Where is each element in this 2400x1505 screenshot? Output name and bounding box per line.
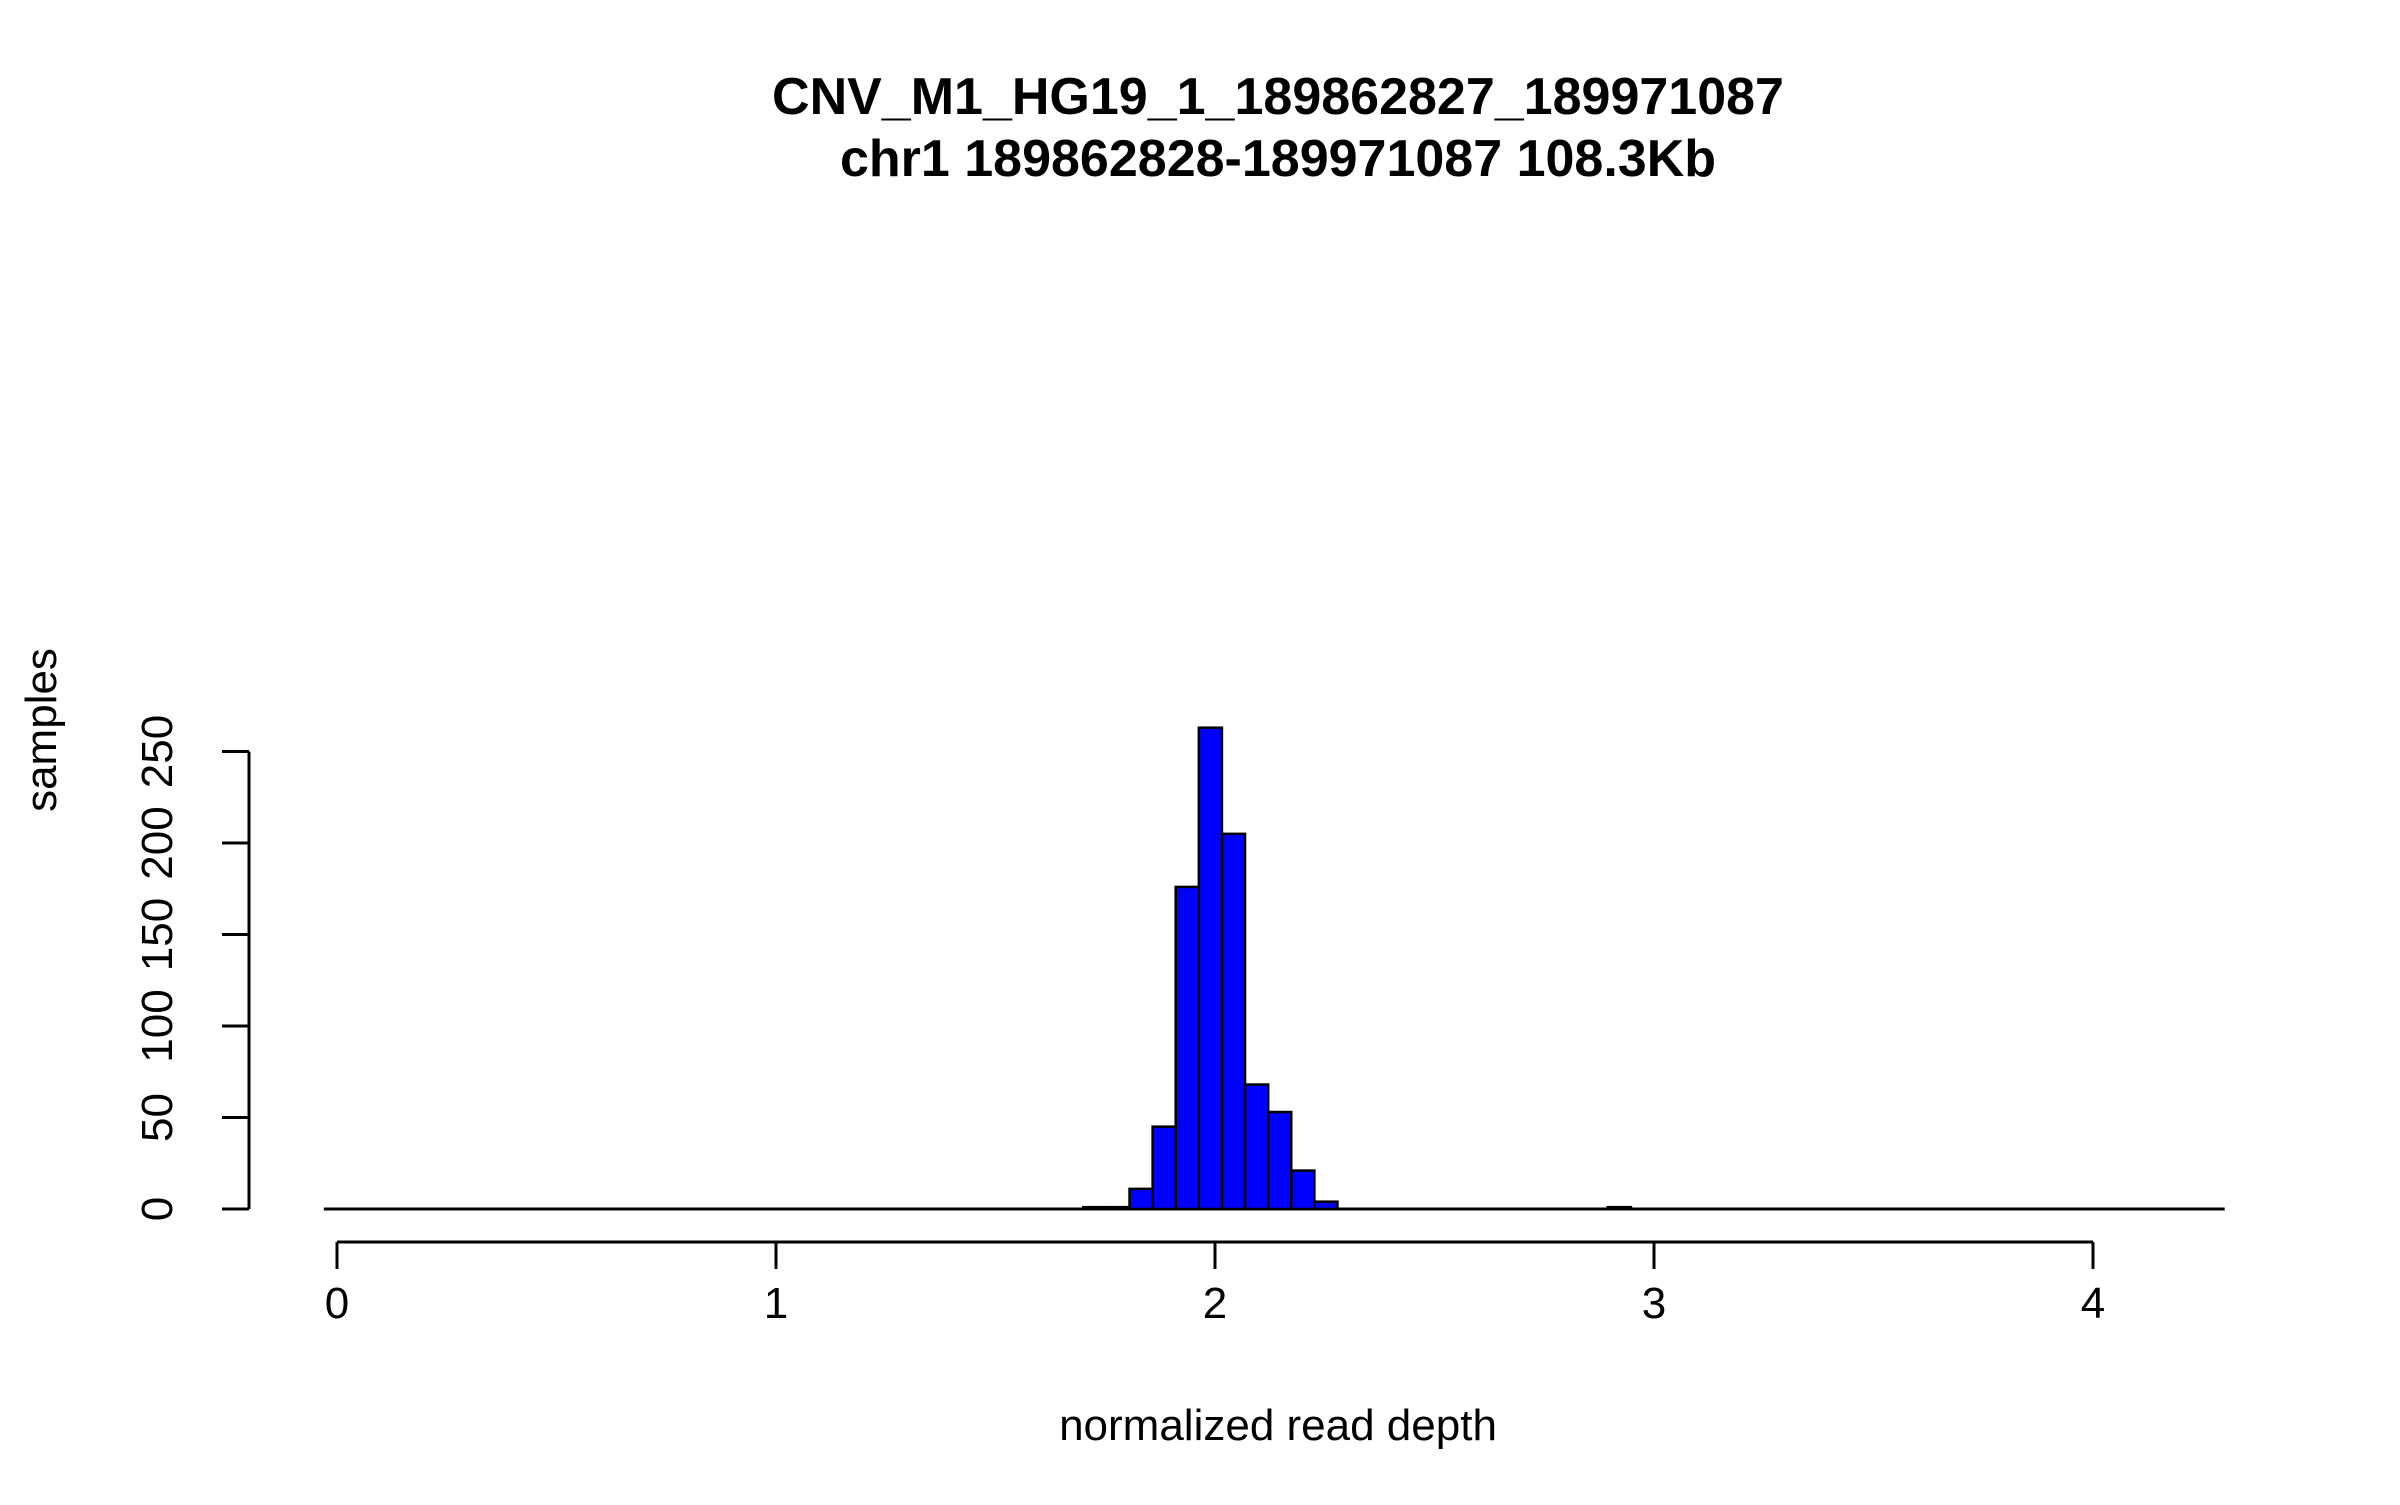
x-axis-label: normalized read depth xyxy=(1059,1401,1497,1450)
histogram-bar xyxy=(1266,1110,1293,1211)
histogram-bar xyxy=(1174,885,1201,1211)
x-tick-label: 2 xyxy=(1203,1279,1227,1328)
histogram-bar xyxy=(1082,1205,1108,1211)
histogram-bar xyxy=(1151,1125,1177,1211)
histogram-bar xyxy=(1243,1083,1270,1211)
x-tick-label: 3 xyxy=(1642,1279,1666,1328)
x-axis: 0 1 2 3 4 xyxy=(325,1240,2105,1328)
x-tick-label: 4 xyxy=(2081,1279,2105,1328)
histogram-bar xyxy=(1105,1205,1131,1211)
y-axis-label: samples xyxy=(17,648,66,812)
x-tick-label: 0 xyxy=(325,1279,349,1328)
histogram-bar xyxy=(1290,1169,1316,1211)
y-tick-label: 150 xyxy=(133,898,182,971)
histogram-bar xyxy=(1606,1205,1633,1211)
y-tick-label: 50 xyxy=(133,1093,182,1142)
histogram-bar xyxy=(1128,1187,1154,1211)
histogram-bar xyxy=(1220,832,1247,1211)
histogram-bars xyxy=(323,726,2225,1211)
y-tick-label: 250 xyxy=(133,715,182,788)
y-tick-label: 100 xyxy=(133,989,182,1062)
x-tick-label: 1 xyxy=(764,1279,788,1328)
histogram-bar xyxy=(1197,726,1224,1211)
y-tick-label: 0 xyxy=(133,1197,182,1221)
y-tick-label: 200 xyxy=(133,806,182,879)
chart-subtitle: chr1 189862828-189971087 108.3Kb xyxy=(840,130,1716,188)
histogram-bar xyxy=(1313,1200,1339,1211)
chart-title: CNV_M1_HG19_1_189862827_189971087 xyxy=(772,68,1784,126)
y-axis: 0 50 100 150 200 250 xyxy=(133,715,251,1221)
